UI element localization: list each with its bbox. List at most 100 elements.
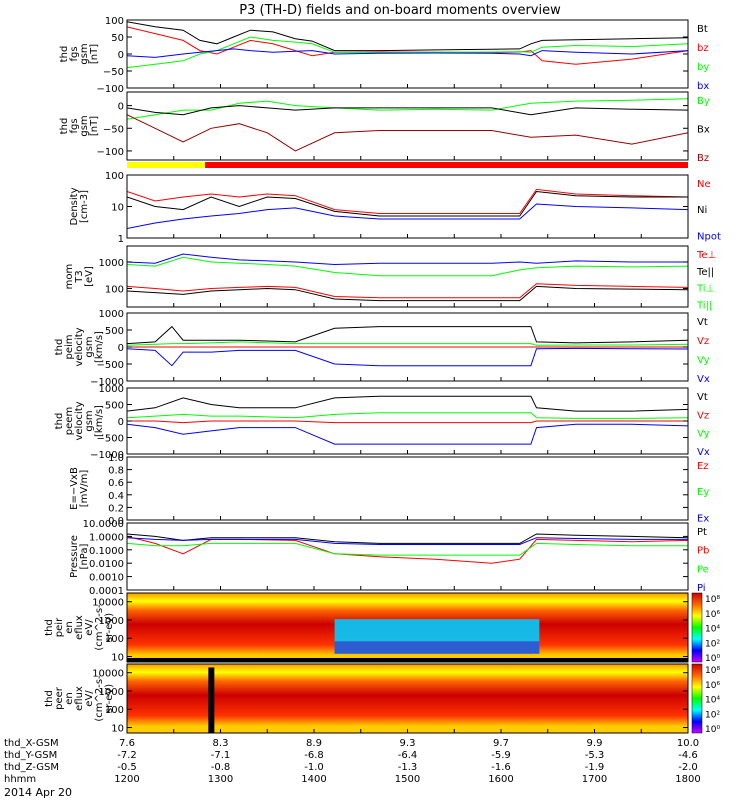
frame-efield (126, 456, 689, 521)
ylabel-fgs-2: gsm (79, 43, 90, 64)
ytick-label-peir-2: 100 (105, 634, 124, 645)
ylabel-peir-4: eV/ (84, 619, 95, 636)
legend-pressure-0: Pt (697, 527, 707, 538)
xaxis-value-2-10: -1.9 (585, 762, 605, 773)
series-peem-1 (127, 420, 688, 424)
colorbar-label: 10⁸ (705, 595, 720, 605)
ytick-label-density-0: 100 (105, 171, 124, 182)
ytick-label-peem-0: 1000 (99, 384, 124, 395)
legend-fgs_gsm-0: By (697, 96, 710, 107)
ytick-label-pressure-1: 1.0000 (89, 532, 124, 543)
panel-fgs_gsm: By Bx Bz 0 −50 −100 thd fgs gsm [nT] (59, 91, 710, 164)
colorbar-label: 10² (705, 710, 720, 720)
ytick-label-peim-3: −500 (97, 360, 124, 371)
panel-density: Ne Ni Npot 100 10 1 Density [cm-3] (69, 171, 721, 245)
panel-peem: Vt Vz Vy Vx 1000 500 0 −500 −1000 thd peem velocity… (54, 384, 710, 461)
xaxis-value-1-0: -7.2 (117, 750, 137, 761)
ylabel-temperature-0: mom (64, 264, 75, 290)
xaxis-value-1-4: -6.8 (304, 750, 324, 761)
panel-fgs: Bt bz by bx 100 50 0 −50 −100 thd fgs gsm [nT] (59, 16, 709, 95)
ylabel-fgs_gsm-2: gsm (79, 115, 90, 136)
xaxis-value-3-6: 1500 (395, 774, 420, 785)
xaxis-value-1-12: -4.6 (678, 750, 698, 761)
colorbar-label: 10⁴ (705, 696, 720, 706)
legend-pressure-3: Pi (697, 583, 706, 594)
xaxis-value-1-2: -7.1 (211, 750, 231, 761)
xaxis-value-2-4: -1.0 (304, 762, 324, 773)
panel-efield: Ez Ey Ex 1.0 0.80.6 0.40.2 0.0 E=−VxB [mV/m] (69, 453, 709, 527)
colorbar-peer (691, 663, 703, 734)
xaxis-value-0-12: 10.0 (677, 738, 699, 749)
colorbar-label: 10⁰ (705, 725, 720, 735)
status-bar-yellow (127, 162, 205, 168)
series-temperature-0 (126, 253, 688, 266)
frame-fgs_gsm (126, 91, 689, 161)
xaxis-value-0-8: 9.7 (493, 738, 509, 749)
xaxis-value-0-10: 9.9 (587, 738, 603, 749)
series-fgs-2 (126, 36, 689, 69)
ytick-label-fgs_gsm-1: −50 (103, 124, 124, 135)
series-density-2 (126, 203, 689, 229)
status-bar-red (205, 162, 688, 168)
legend-density-1: Ni (697, 205, 707, 216)
legend-peim-2: Vy (697, 355, 710, 366)
ytick-label-pressure-4: 0.0010 (89, 573, 124, 584)
series-peim-3 (126, 347, 689, 367)
ytick-label-fgs-4: −100 (97, 84, 124, 95)
ytick-label-efield-5: 0.0 (108, 516, 124, 527)
xaxis-row-label-3: hhmm (4, 774, 36, 785)
ylabel-peer-6: sr-eV) (104, 684, 115, 713)
ylabel-efield-0: E=−VxB (69, 467, 80, 510)
ytick-label-efield-0: 1.0 (108, 453, 124, 464)
ytick-label-peer-1: 1000 (99, 687, 124, 698)
xaxis-value-2-0: -0.5 (117, 762, 137, 773)
ylabel-peir-1: peir (54, 617, 65, 637)
ytick-label-peir-1: 1000 (99, 616, 124, 627)
ylabel-density-1: [cm-3] (79, 190, 90, 223)
ytick-label-efield-2: 0.6 (108, 478, 124, 489)
ytick-label-peer-3: 10 (111, 724, 124, 735)
ytick-label-peer-0: 10000 (92, 669, 124, 680)
ytick-label-pressure-2: 0.1000 (89, 546, 124, 557)
xaxis-row-label-0: thd_X-GSM (4, 738, 59, 749)
legend-peim-1: Vz (697, 336, 709, 347)
ylabel-pressure-0: Pressure (69, 535, 80, 578)
series-pressure-0 (126, 533, 689, 544)
xaxis-value-3-8: 1600 (488, 774, 513, 785)
ytick-label-peer-2: 100 (105, 705, 124, 716)
ylabel-peir-2: en (64, 621, 75, 634)
series-pressure-2 (126, 542, 688, 556)
ytick-label-peir-0: 10000 (92, 598, 124, 609)
xaxis-value-1-10: -5.3 (585, 750, 605, 761)
ytick-label-temperature-1: 100 (105, 284, 124, 295)
colorbar-label: 10² (705, 639, 720, 649)
ytick-label-efield-4: 0.2 (108, 503, 124, 514)
ylabel-peer-1: peer (54, 686, 65, 710)
ytick-label-peir-3: 10 (111, 653, 124, 664)
ylabel-efield-1: [mV/m] (79, 470, 90, 508)
ylabel-peer-2: en (64, 692, 75, 705)
ytick-label-density-1: 10 (111, 203, 124, 214)
series-pressure-3 (126, 537, 688, 545)
panel-peir: 10⁸ 10⁶ 10⁴ 10² 10⁰ 10000 1000 100 10 thd peir en ef… (44, 592, 720, 664)
legend-density-0: Ne (697, 179, 711, 190)
xaxis-value-2-2: -0.8 (211, 762, 231, 773)
ytick-label-temperature-0: 1000 (99, 258, 124, 269)
xaxis-value-3-0: 1200 (114, 774, 139, 785)
ytick-label-efield-3: 0.4 (108, 491, 124, 502)
ylabel-peim-0: thd (54, 339, 65, 356)
ytick-label-peem-3: −500 (97, 434, 124, 445)
xaxis-value-2-8: -1.6 (491, 762, 511, 773)
series-peem-0 (126, 395, 689, 412)
ylabel-fgs-1: fgs (69, 46, 80, 61)
colorbar-label: 10⁸ (705, 666, 720, 676)
ylabel-fgs_gsm-1: fgs (69, 118, 80, 133)
legend-fgs_gsm-1: Bx (697, 125, 710, 136)
legend-peem-0: Vt (697, 392, 708, 403)
ytick-label-peem-2: 0 (118, 417, 124, 428)
ytick-label-pressure-0: 10.0000 (83, 519, 124, 530)
legend-peim-0: Vt (697, 317, 708, 328)
chart-title: P3 (TH-D) fields and on-board moments ov… (239, 3, 561, 18)
legend-temperature-2: Ti⊥ (696, 284, 714, 295)
